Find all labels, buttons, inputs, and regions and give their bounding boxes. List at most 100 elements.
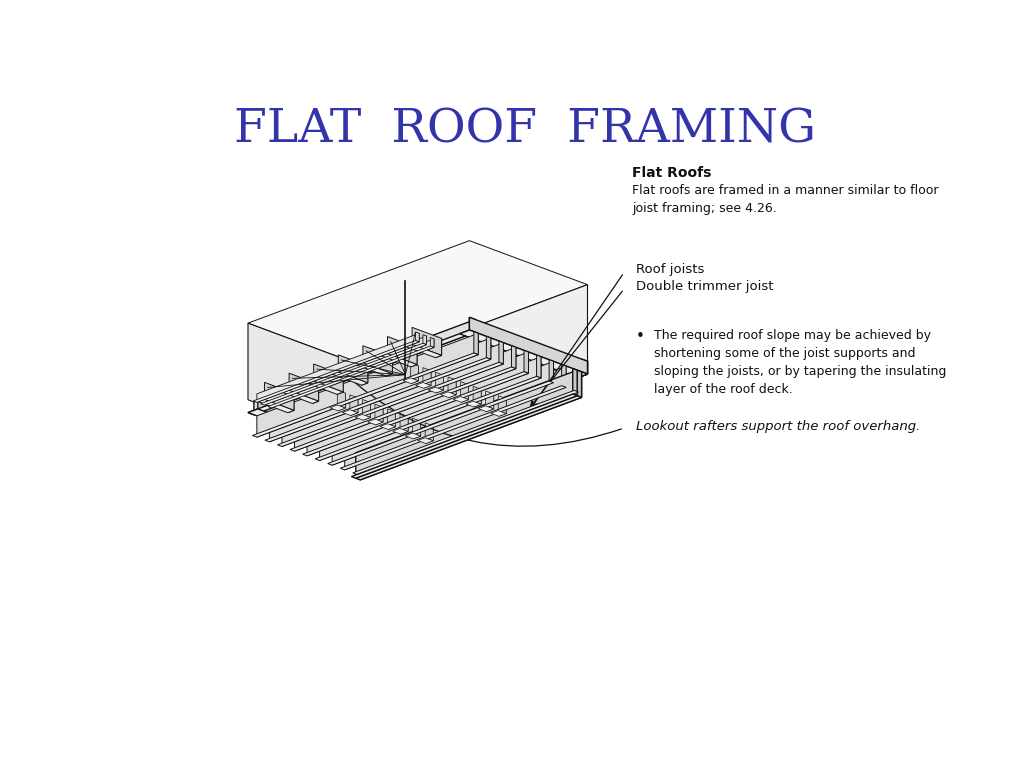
Polygon shape — [469, 317, 588, 374]
Polygon shape — [338, 393, 345, 411]
Polygon shape — [367, 285, 588, 444]
Polygon shape — [355, 370, 578, 478]
Polygon shape — [474, 332, 478, 355]
Polygon shape — [357, 371, 579, 475]
Polygon shape — [360, 372, 588, 456]
Polygon shape — [380, 424, 395, 429]
Text: FLAT  ROOF  FRAMING: FLAT ROOF FRAMING — [233, 107, 816, 152]
Polygon shape — [367, 440, 376, 456]
Text: Flat Roofs: Flat Roofs — [632, 166, 712, 180]
Polygon shape — [426, 426, 433, 444]
Polygon shape — [355, 415, 371, 420]
Polygon shape — [303, 372, 528, 456]
Text: The required roof slope may be achieved by
shortening some of the joist supports: The required roof slope may be achieved … — [654, 329, 946, 396]
Polygon shape — [330, 405, 345, 411]
Polygon shape — [461, 385, 469, 402]
Polygon shape — [253, 340, 419, 402]
Polygon shape — [319, 357, 541, 461]
Polygon shape — [307, 352, 528, 456]
Polygon shape — [561, 365, 566, 387]
Polygon shape — [524, 350, 528, 373]
Text: •: • — [636, 329, 645, 344]
Polygon shape — [362, 399, 371, 418]
Polygon shape — [257, 333, 419, 402]
Polygon shape — [423, 368, 431, 386]
Polygon shape — [549, 359, 554, 382]
Polygon shape — [351, 394, 578, 478]
Polygon shape — [387, 336, 417, 365]
Polygon shape — [428, 387, 443, 393]
Polygon shape — [499, 396, 506, 414]
Polygon shape — [258, 396, 376, 453]
Polygon shape — [386, 356, 392, 376]
Polygon shape — [332, 362, 554, 465]
Polygon shape — [253, 353, 478, 437]
Text: Roof joists: Roof joists — [636, 263, 705, 276]
Polygon shape — [486, 394, 494, 412]
Polygon shape — [315, 376, 541, 461]
Polygon shape — [282, 343, 504, 446]
Polygon shape — [337, 375, 343, 394]
Polygon shape — [425, 423, 433, 441]
Polygon shape — [578, 370, 582, 397]
Polygon shape — [460, 330, 588, 378]
Polygon shape — [248, 330, 475, 415]
Polygon shape — [342, 409, 358, 415]
Polygon shape — [416, 382, 431, 389]
Polygon shape — [288, 393, 294, 412]
Text: Double trimmer joist: Double trimmer joist — [636, 280, 773, 293]
Polygon shape — [328, 381, 554, 465]
Polygon shape — [264, 382, 294, 410]
Polygon shape — [411, 363, 419, 381]
Polygon shape — [388, 412, 395, 429]
Polygon shape — [367, 361, 588, 456]
Polygon shape — [413, 419, 421, 436]
Polygon shape — [350, 395, 358, 412]
Polygon shape — [362, 346, 392, 374]
Polygon shape — [499, 399, 506, 416]
Polygon shape — [474, 389, 481, 407]
Polygon shape — [248, 240, 588, 367]
Polygon shape — [430, 337, 434, 347]
Polygon shape — [364, 402, 371, 420]
Polygon shape — [337, 390, 345, 408]
Polygon shape — [248, 323, 367, 444]
Polygon shape — [260, 343, 427, 406]
Polygon shape — [490, 411, 506, 416]
Polygon shape — [257, 333, 478, 437]
Polygon shape — [338, 355, 368, 383]
Polygon shape — [449, 380, 456, 398]
Polygon shape — [289, 373, 318, 401]
Polygon shape — [375, 404, 383, 422]
Polygon shape — [424, 371, 431, 389]
Polygon shape — [478, 406, 494, 412]
Polygon shape — [345, 366, 566, 470]
Polygon shape — [416, 332, 419, 342]
Polygon shape — [278, 362, 504, 446]
Polygon shape — [414, 421, 421, 439]
Polygon shape — [582, 359, 588, 374]
Polygon shape — [269, 338, 490, 442]
Polygon shape — [574, 369, 579, 392]
Text: Flat roofs are framed in a manner similar to floor
joist framing; see 4.26.: Flat roofs are framed in a manner simila… — [632, 184, 938, 215]
Polygon shape — [412, 327, 441, 356]
Polygon shape — [423, 335, 427, 345]
Polygon shape — [387, 409, 395, 427]
Polygon shape — [485, 391, 494, 409]
Polygon shape — [436, 376, 443, 393]
Polygon shape — [537, 355, 541, 378]
Polygon shape — [578, 361, 588, 378]
Polygon shape — [511, 346, 516, 369]
Polygon shape — [435, 372, 443, 390]
Polygon shape — [406, 433, 421, 439]
Polygon shape — [258, 399, 294, 412]
Polygon shape — [340, 386, 566, 470]
Text: Lookout rafters support the roof overhang.: Lookout rafters support the roof overhan… — [636, 420, 921, 433]
Polygon shape — [499, 341, 504, 364]
Polygon shape — [486, 336, 490, 359]
Polygon shape — [466, 401, 481, 407]
Polygon shape — [360, 372, 582, 480]
Polygon shape — [248, 409, 376, 456]
Polygon shape — [332, 372, 368, 386]
Polygon shape — [469, 317, 475, 333]
